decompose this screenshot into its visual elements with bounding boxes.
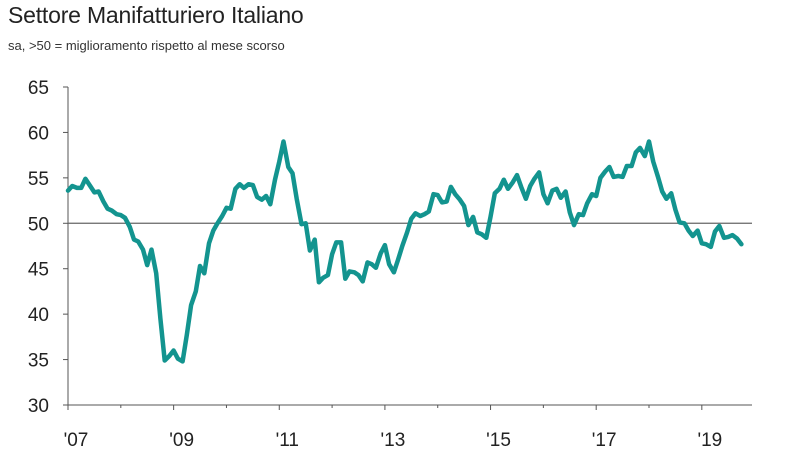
y-tick-label: 30 — [28, 396, 49, 417]
y-tick-label: 60 — [28, 123, 49, 144]
series-group — [65, 139, 744, 364]
x-tick-label: '13 — [381, 430, 406, 451]
y-tick-label: 40 — [28, 305, 49, 326]
series-line — [65, 139, 744, 364]
x-tick-label: '07 — [64, 430, 89, 451]
y-tick-label: 50 — [28, 214, 49, 235]
x-tick-label: '11 — [276, 430, 299, 451]
y-tick-label: 65 — [28, 78, 49, 99]
x-tick-label: '09 — [169, 430, 194, 451]
y-tick-label: 55 — [28, 169, 49, 190]
x-tick-label: '15 — [486, 430, 511, 451]
axes-group: 65 60 55 50 45 40 35 30 '07 '09 '11 '13 '15 '17 '19 — [28, 78, 752, 451]
x-tick-label: '17 — [592, 430, 617, 451]
y-tick-label: 45 — [28, 260, 49, 281]
chart-subtitle: sa, >50 = miglioramento rispetto al mese… — [8, 38, 285, 53]
chart-title: Settore Manifatturiero Italiano — [8, 2, 304, 28]
x-tick-label: '19 — [697, 430, 722, 451]
y-tick-label: 35 — [28, 351, 49, 372]
